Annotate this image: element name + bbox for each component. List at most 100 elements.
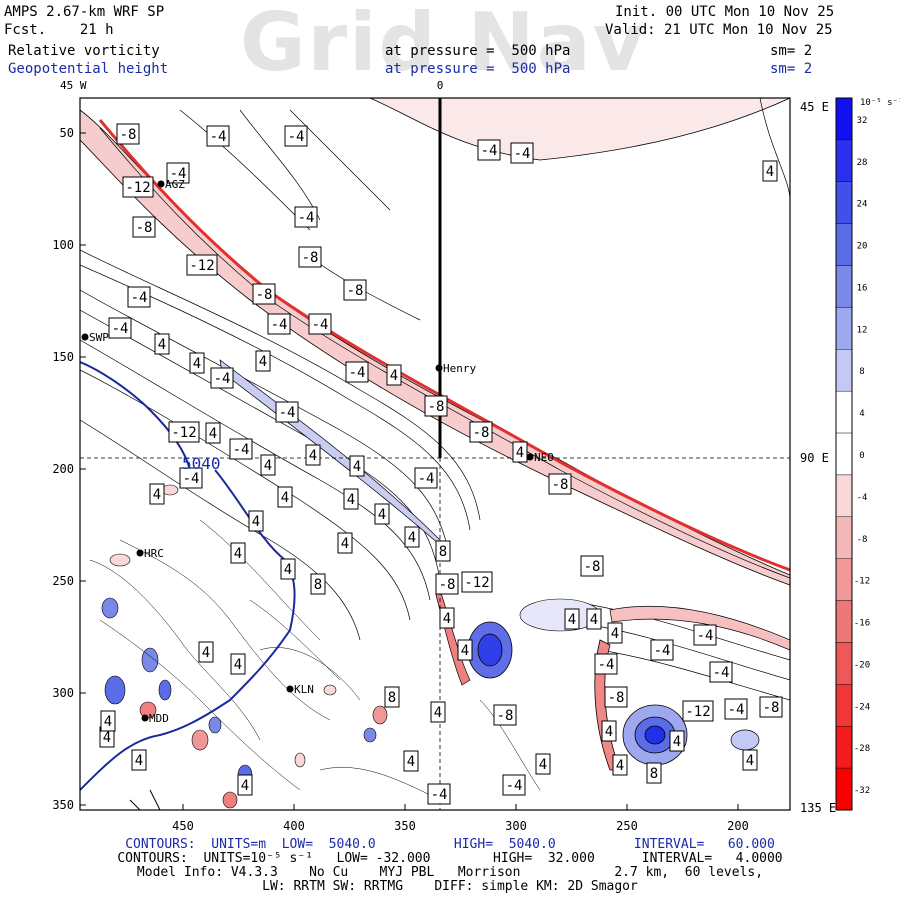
svg-text:4: 4: [539, 757, 547, 773]
vorticity-contour-label: -8: [252, 283, 276, 305]
svg-text:-4: -4: [431, 787, 448, 803]
svg-text:4: 4: [135, 753, 143, 769]
vorticity-contour-label: -12: [122, 176, 154, 198]
vorticity-contour-label: -8: [469, 421, 493, 443]
vorticity-contour-label: 4: [337, 532, 353, 554]
x-tick-label: 400: [283, 819, 305, 833]
svg-text:-4: -4: [279, 405, 296, 421]
vorticity-contour-label: -8: [116, 123, 140, 145]
vorticity-contour-label: -8: [580, 555, 604, 577]
svg-text:-12: -12: [171, 425, 196, 441]
svg-text:4: 4: [407, 754, 415, 770]
x-tick-label: 250: [616, 819, 638, 833]
vorticity-contour-label: 4: [205, 422, 221, 444]
svg-text:4: 4: [605, 724, 613, 740]
svg-text:4: 4: [461, 643, 469, 659]
svg-text:4: 4: [568, 612, 576, 628]
svg-text:-4: -4: [288, 129, 305, 145]
station-label: SWP: [89, 331, 109, 344]
svg-text:-4: -4: [210, 129, 227, 145]
colorbar-swatch: [835, 181, 853, 224]
y-tick-label: 200: [52, 462, 74, 476]
footer-model-info: Model Info: V4.3.3 No Cu MYJ PBL Morriso…: [136, 865, 764, 880]
vorticity-contour-label: 4: [280, 558, 296, 580]
colorbar-swatch: [835, 139, 853, 182]
colorbar-tick-label: -8: [857, 535, 868, 545]
vorticity-contour-label: 4: [149, 483, 165, 505]
svg-text:-4: -4: [728, 702, 745, 718]
vorticity-contour-label: 4: [669, 730, 685, 752]
station-label: Henry: [443, 362, 476, 375]
valid-time: Valid: 21 UTC Mon 10 Nov 25: [605, 22, 833, 38]
svg-text:4: 4: [590, 612, 598, 628]
svg-text:-4: -4: [170, 166, 187, 182]
init-time: Init. 00 UTC Mon 10 Nov 25: [615, 4, 835, 20]
vorticity-contour-label: 8: [435, 540, 451, 562]
colorbar-swatch: [835, 349, 853, 392]
vorticity-contour-label: 4: [100, 710, 116, 732]
svg-text:-8: -8: [428, 399, 445, 415]
svg-text:4: 4: [259, 354, 267, 370]
svg-text:-4: -4: [654, 643, 671, 659]
svg-text:4: 4: [103, 730, 111, 746]
vorticity-contour-label: 4: [349, 455, 365, 477]
vorticity-contour-label: 4: [403, 750, 419, 772]
colorbar-swatch: [835, 684, 853, 727]
svg-text:-4: -4: [514, 146, 531, 162]
svg-text:4: 4: [252, 514, 260, 530]
svg-text:-8: -8: [763, 700, 780, 716]
colorbar-swatch: [835, 390, 853, 434]
colorbar-tick-label: -16: [854, 619, 870, 629]
svg-text:-8: -8: [473, 425, 490, 441]
vorticity-contour-label: -8: [298, 246, 322, 268]
vorticity-contour-label: 4: [248, 510, 264, 532]
vorticity-contour-label: -4: [210, 367, 234, 389]
colorbar-swatch: [835, 516, 853, 559]
svg-text:4: 4: [193, 356, 201, 372]
vorticity-contour-label: 4: [277, 486, 293, 508]
vorticity-contour-label: -8: [435, 573, 459, 595]
svg-text:4: 4: [746, 753, 754, 769]
footer-height-contours: CONTOURS: UNITS=m LOW= 5040.0 HIGH= 5040…: [125, 837, 775, 852]
vorticity-contour-label: -4: [179, 467, 203, 489]
svg-text:4: 4: [390, 368, 398, 384]
lon-label-90e: 90 E: [800, 451, 829, 465]
x-tick-label: 350: [394, 819, 416, 833]
colorbar-swatch: [835, 558, 853, 601]
colorbar-tick-label: 0: [859, 451, 864, 461]
footer-vorticity-contours: CONTOURS: UNITS=10⁻⁵ s⁻¹ LOW= -32.000 HI…: [117, 851, 783, 866]
svg-text:-8: -8: [439, 577, 456, 593]
svg-text:4: 4: [281, 490, 289, 506]
vorticity-contour-label: -8: [343, 279, 367, 301]
vorticity-contour-label: 4: [230, 653, 246, 675]
svg-text:4: 4: [284, 562, 292, 578]
svg-text:-4: -4: [418, 471, 435, 487]
colorbar-swatch: [835, 432, 853, 476]
station-label: KLN: [294, 683, 314, 696]
svg-text:8: 8: [314, 577, 322, 593]
y-tick-label: 350: [52, 798, 74, 812]
station-label: MDD: [149, 712, 169, 725]
svg-text:-12: -12: [189, 258, 214, 274]
svg-text:-8: -8: [120, 127, 137, 143]
vorticity-contour-label: 4: [601, 720, 617, 742]
colorbar-tick-label: -28: [854, 744, 870, 754]
vorticity-contour-label: 4: [586, 608, 602, 630]
vorticity-contour-label: -4: [108, 317, 132, 339]
station-label: AGZ: [165, 178, 185, 191]
colorbar-swatch: [835, 474, 853, 518]
field2-smoothing: sm= 2: [770, 61, 813, 77]
svg-text:-8: -8: [136, 220, 153, 236]
colorbar-tick-label: 8: [859, 367, 864, 377]
vorticity-contour-label: 4: [612, 754, 628, 776]
station-marker: [526, 453, 534, 461]
svg-text:-4: -4: [298, 210, 315, 226]
vorticity-contour-label: -4: [206, 125, 230, 147]
svg-text:4: 4: [264, 458, 272, 474]
colorbar-unit: 10⁻⁵ s⁻¹: [860, 98, 900, 108]
vorticity-contour-label: 4: [343, 488, 359, 510]
vorticity-contour-label: -4: [594, 653, 618, 675]
svg-text:4: 4: [153, 487, 161, 503]
vorticity-contour-label: -4: [345, 361, 369, 383]
vorticity-contour-label: -8: [493, 704, 517, 726]
